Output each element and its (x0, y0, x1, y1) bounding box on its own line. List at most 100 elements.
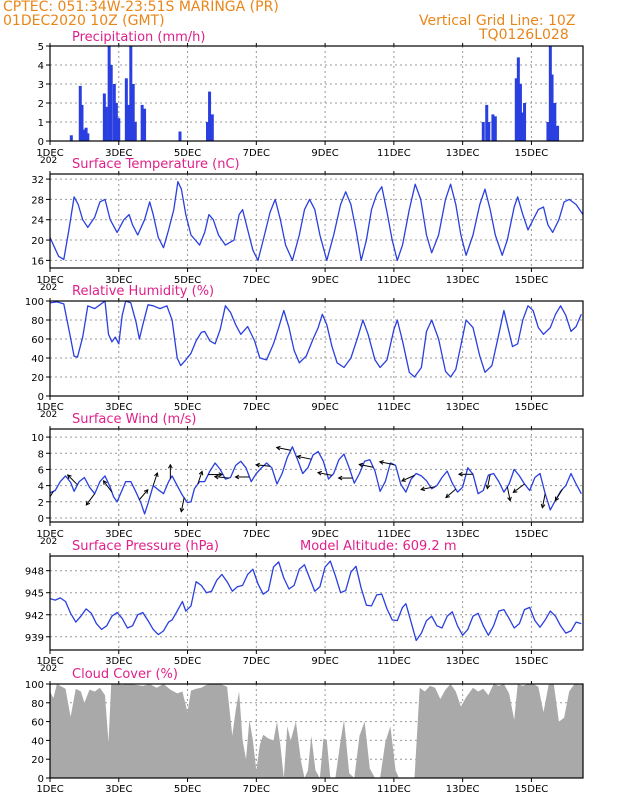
pressure-title: Surface Pressure (hPa) (72, 539, 219, 554)
wind-arrow-head (507, 496, 512, 502)
wind-arrow (276, 447, 291, 451)
humidity-series (50, 301, 582, 378)
wind-arrow-head (316, 470, 322, 476)
x-tick-label: 7DEC (243, 656, 270, 667)
precip-bar (485, 104, 489, 141)
wind-arrow-head (102, 480, 108, 485)
cloud-cover-area (50, 684, 583, 778)
humidity-title: Relative Humidity (%) (72, 284, 214, 299)
vertical-grid-note: Vertical Grid Line: 10Z (419, 13, 576, 29)
wind-arrow (421, 486, 436, 490)
wind-arrow (554, 489, 563, 501)
x-tick-label: 9DEC (311, 656, 338, 667)
x-tick-label: 9DEC (311, 148, 338, 159)
precip-bar (117, 118, 121, 141)
x-tick-label: 5DEC (174, 656, 201, 667)
humidity-panel: 0 20 40 60 80 100 1DEC 3DEC 5DEC 7DEC 9DEC 11DEC 13D… (25, 284, 584, 420)
x-tick-label: 13DEC (446, 402, 480, 413)
wind-arrow-head (296, 454, 302, 460)
run-date: 01DEC2020 10Z (GMT) (3, 13, 165, 29)
humidity-line (50, 301, 582, 378)
year-label: 202 (40, 664, 57, 674)
x-tick-label: 9DEC (311, 402, 338, 413)
wind-arrow (214, 476, 229, 479)
panel-frame (49, 173, 584, 269)
x-tick-label: 9DEC (311, 529, 338, 540)
x-tick-label: 7DEC (243, 148, 270, 159)
wind-arrow-head (485, 484, 491, 490)
x-tick-label: 3DEC (105, 148, 132, 159)
precip-series (69, 46, 560, 141)
precip-bar (205, 122, 209, 141)
precip-bar (78, 85, 82, 141)
precip-bar (86, 133, 90, 141)
x-tick-label: 11DEC (377, 402, 411, 413)
x-tick-label: 5DEC (174, 402, 201, 413)
panel-frame (49, 300, 584, 397)
wind-arrow-head (400, 477, 406, 482)
x-tick-label: 7DEC (243, 529, 270, 540)
wind-arrow (317, 472, 333, 476)
wind-arrow-head (85, 500, 91, 506)
wind-arrow-head (358, 462, 364, 468)
x-tick-label: 7DEC (243, 402, 270, 413)
precip-bar (553, 103, 557, 141)
wind-arrow (297, 455, 312, 460)
year-label: 202 (40, 410, 57, 420)
x-tick-label: 11DEC (377, 148, 411, 159)
year-label: 202 (40, 156, 57, 166)
x-tick-label: 9DEC (311, 275, 338, 286)
wind-arrow (152, 472, 158, 486)
y-tick-label: 24 (31, 216, 44, 227)
x-tick-label: 15DEC (515, 529, 549, 540)
precip-bar (516, 57, 520, 141)
y-tick-label: 948 (25, 567, 44, 578)
wind-arrow-head (143, 489, 149, 494)
y-tick-label: 6 (38, 465, 44, 476)
precip-bar (143, 108, 147, 141)
y-tick-label: 20 (31, 373, 44, 384)
x-tick-label: 3DEC (105, 656, 132, 667)
x-tick-label: 15DEC (515, 275, 549, 286)
y-tick-label: 0 (38, 514, 44, 525)
x-tick-label: 5DEC (174, 784, 201, 795)
precip-bar (210, 114, 214, 141)
precip-bar (114, 103, 118, 141)
precip-bar (546, 122, 550, 141)
precip-bar (178, 131, 182, 141)
wind-arrow-head (457, 471, 463, 477)
precip-bar (140, 104, 144, 141)
wind-arrow (103, 480, 113, 493)
wind-arrow-head (179, 507, 185, 513)
wind-arrow-head (234, 474, 240, 480)
y-tick-label: 5 (38, 42, 44, 53)
wind-arrow (401, 474, 415, 482)
x-tick-label: 13DEC (446, 148, 480, 159)
y-tick-label: 32 (31, 175, 44, 186)
y-tick-label: 0 (38, 137, 44, 148)
temp-line (50, 180, 583, 262)
wind-arrow-head (445, 493, 450, 499)
x-tick-label: 3DEC (105, 275, 132, 286)
precip-bar (80, 104, 84, 141)
wind-arrow-head (554, 496, 560, 502)
x-tick-label: 15DEC (515, 784, 549, 795)
x-tick-label: 15DEC (515, 148, 549, 159)
x-tick-label: 7DEC (243, 275, 270, 286)
precip-bar (84, 127, 88, 141)
wind-series (50, 445, 582, 515)
wind-arrow (506, 486, 511, 501)
wind-arrow-head (154, 472, 159, 478)
panel-frame (49, 683, 584, 779)
wind-arrow-head (167, 463, 173, 469)
wind-line (50, 446, 582, 515)
x-tick-label: 1DEC (36, 784, 63, 795)
cloud-series (50, 684, 583, 778)
precip-bar (514, 78, 518, 141)
wind-arrow-head (378, 460, 384, 465)
temp-panel: 16 20 24 28 32 1DEC 3DEC 5DEC 7DEC 9DEC 11DEC 13DEC… (31, 157, 584, 293)
y-tick-label: 40 (31, 354, 44, 365)
wind-arrow (379, 461, 394, 466)
precip-bar (129, 46, 133, 141)
precip-bar (104, 106, 108, 141)
